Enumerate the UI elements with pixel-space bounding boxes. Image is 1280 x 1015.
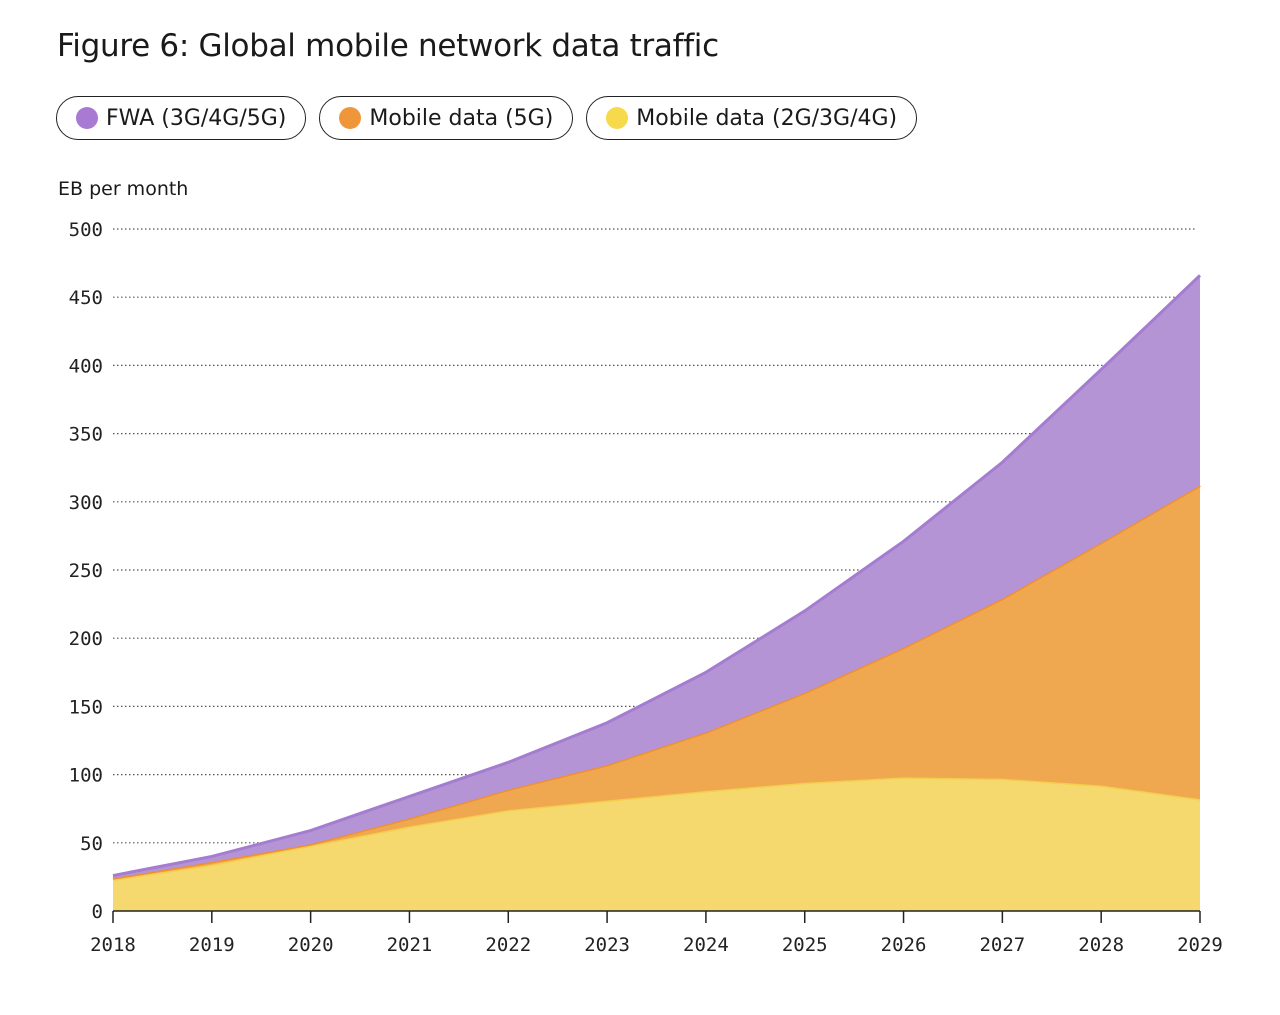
area-series-0 xyxy=(113,777,1200,911)
area-series-1 xyxy=(113,485,1200,880)
x-tick-label: 2027 xyxy=(979,934,1025,956)
legend: FWA (3G/4G/5G) Mobile data (5G) Mobile d… xyxy=(56,96,918,140)
x-tick-label: 2023 xyxy=(584,934,630,956)
area-series-2 xyxy=(113,275,1200,879)
x-tick-label: 2026 xyxy=(881,934,927,956)
y-tick-label: 0 xyxy=(92,901,103,923)
y-tick-label: 300 xyxy=(69,492,103,514)
legend-label: FWA (3G/4G/5G) xyxy=(106,105,287,131)
x-tick-label: 2018 xyxy=(90,934,136,956)
y-tick-label: 350 xyxy=(69,424,103,446)
line-series-2 xyxy=(112,274,1202,878)
legend-item-fwa[interactable]: FWA (3G/4G/5G) xyxy=(56,96,307,140)
x-tick-label: 2025 xyxy=(782,934,828,956)
legend-item-5g[interactable]: Mobile data (5G) xyxy=(319,96,574,140)
legend-label: Mobile data (2G/3G/4G) xyxy=(636,105,898,131)
y-tick-label: 50 xyxy=(80,833,103,855)
legend-swatch xyxy=(606,107,629,129)
x-tick-label: 2028 xyxy=(1078,934,1124,956)
x-tick-label: 2022 xyxy=(485,934,531,956)
legend-swatch xyxy=(339,107,362,129)
legend-label: Mobile data (5G) xyxy=(369,105,554,131)
y-tick-label: 150 xyxy=(69,696,103,718)
y-axis-label: EB per month xyxy=(58,178,189,200)
y-tick-label: 450 xyxy=(69,287,103,309)
legend-swatch xyxy=(76,107,98,129)
y-tick-label: 250 xyxy=(69,560,103,582)
legend-item-2g-3g-4g[interactable]: Mobile data (2G/3G/4G) xyxy=(586,96,918,140)
x-tick-label: 2020 xyxy=(288,934,334,956)
x-tick-label: 2029 xyxy=(1177,934,1223,956)
x-tick-label: 2019 xyxy=(189,934,235,956)
x-tick-label: 2021 xyxy=(387,934,433,956)
y-tick-label: 500 xyxy=(69,219,103,241)
chart-title: Figure 6: Global mobile network data tra… xyxy=(57,28,719,64)
y-tick-label: 400 xyxy=(69,355,103,377)
y-tick-label: 200 xyxy=(69,628,103,650)
y-tick-label: 100 xyxy=(69,765,103,787)
x-tick-label: 2024 xyxy=(683,934,729,956)
